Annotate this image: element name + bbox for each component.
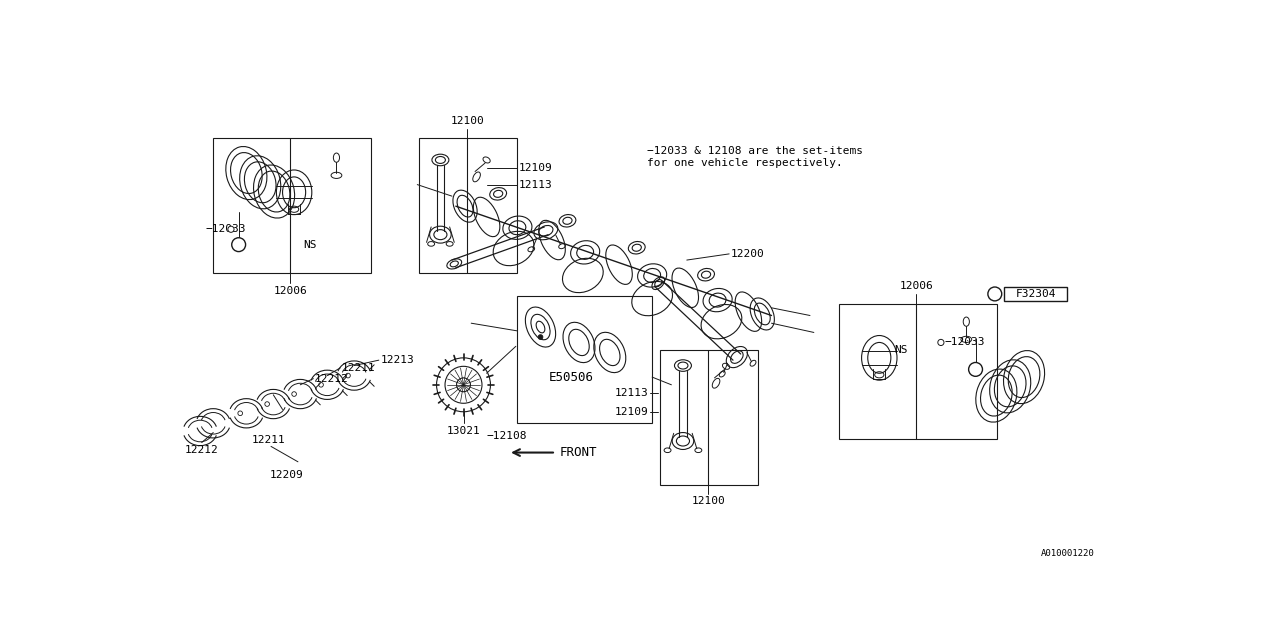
Text: −12033: −12033 bbox=[206, 224, 246, 234]
Bar bbox=[517, 296, 652, 423]
Text: 1: 1 bbox=[236, 239, 242, 250]
Text: 1: 1 bbox=[973, 364, 978, 374]
Text: 12212: 12212 bbox=[315, 374, 348, 383]
Text: 12209: 12209 bbox=[270, 470, 303, 479]
Circle shape bbox=[969, 362, 983, 376]
Text: 12113: 12113 bbox=[614, 387, 648, 397]
Circle shape bbox=[988, 287, 1002, 301]
Bar bbox=[840, 304, 997, 438]
Text: 12100: 12100 bbox=[451, 116, 484, 126]
Text: NS: NS bbox=[895, 345, 908, 355]
Text: 12109: 12109 bbox=[518, 163, 553, 173]
Text: 12006: 12006 bbox=[274, 286, 307, 296]
Text: NS: NS bbox=[303, 239, 316, 250]
Bar bbox=[660, 350, 759, 485]
Text: −12033: −12033 bbox=[945, 337, 986, 348]
Text: 12213: 12213 bbox=[380, 355, 415, 365]
Text: −12108: −12108 bbox=[486, 431, 527, 441]
Text: 12109: 12109 bbox=[614, 407, 648, 417]
Bar bbox=[1004, 287, 1068, 301]
Text: 12113: 12113 bbox=[518, 180, 553, 189]
Text: 12211: 12211 bbox=[342, 363, 375, 373]
Bar bbox=[419, 138, 517, 273]
Text: −12033 & 12108 are the set-items: −12033 & 12108 are the set-items bbox=[646, 146, 863, 156]
Circle shape bbox=[232, 237, 246, 252]
Circle shape bbox=[938, 339, 943, 346]
Text: 1: 1 bbox=[992, 289, 997, 299]
Text: 12212: 12212 bbox=[184, 445, 219, 455]
Text: 12006: 12006 bbox=[900, 281, 933, 291]
Text: F32304: F32304 bbox=[1015, 289, 1056, 299]
Text: 12100: 12100 bbox=[691, 497, 726, 506]
Circle shape bbox=[538, 335, 543, 339]
Text: 12200: 12200 bbox=[731, 249, 764, 259]
Text: 12211: 12211 bbox=[252, 435, 285, 445]
Circle shape bbox=[228, 226, 234, 232]
Text: 13021: 13021 bbox=[447, 426, 480, 436]
Text: E50506: E50506 bbox=[549, 371, 594, 383]
Text: FRONT: FRONT bbox=[559, 446, 598, 459]
Bar bbox=[214, 138, 371, 273]
Text: for one vehicle respectively.: for one vehicle respectively. bbox=[646, 159, 842, 168]
Text: A010001220: A010001220 bbox=[1041, 549, 1094, 558]
